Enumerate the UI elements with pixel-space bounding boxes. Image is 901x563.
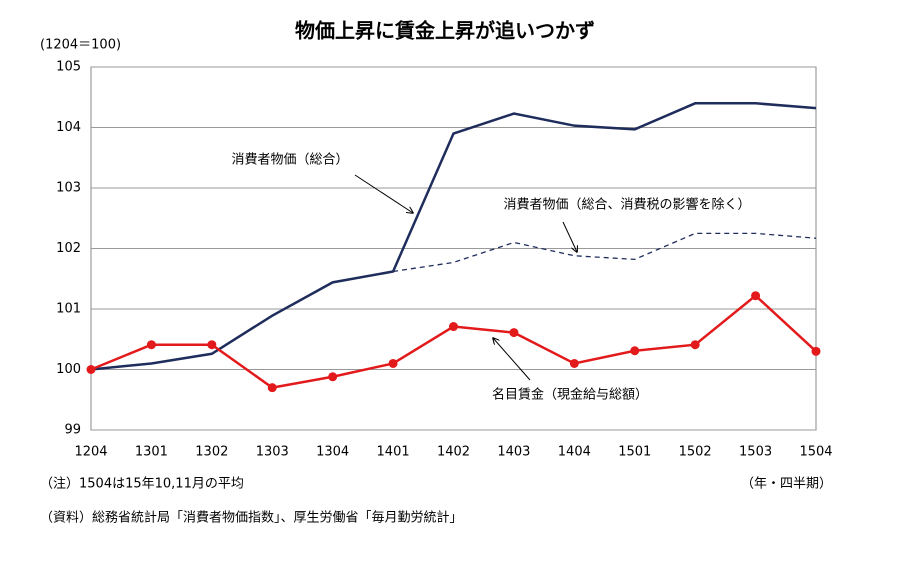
data-line	[392, 232, 817, 273]
y-tick-label: 100	[56, 362, 81, 377]
data-point	[207, 340, 217, 350]
data-point	[811, 346, 821, 356]
x-tick-label: 1501	[618, 445, 651, 460]
x-tick-label: 1504	[799, 445, 832, 460]
data-line	[90, 102, 817, 371]
x-tick-label: 1301	[135, 445, 168, 460]
y-tick-label: 104	[56, 120, 81, 135]
x-tick-label: 1503	[739, 445, 772, 460]
x-tick-label: 1401	[377, 445, 410, 460]
annotation-arrow	[354, 174, 413, 213]
series-label: 消費者物価（総合）	[231, 153, 348, 168]
note: （注）1504は15年10,11月の平均	[40, 477, 244, 492]
annotation-arrow	[562, 221, 577, 252]
data-point	[388, 358, 398, 368]
data-point	[751, 291, 761, 301]
x-tick-label: 1502	[679, 445, 712, 460]
data-point	[630, 346, 640, 356]
series-label: 消費者物価（総合、消費税の影響を除く）	[503, 197, 750, 213]
y-tick-label: 101	[56, 302, 81, 317]
y-tick-label: 99	[64, 423, 81, 438]
data-point	[267, 383, 277, 393]
chart-title: 物価上昇に賃金上昇が追いつかず	[295, 19, 595, 43]
y-tick-label: 105	[56, 60, 81, 75]
y-tick-label: 103	[56, 181, 81, 196]
note: （資料）総務省統計局「消費者物価指数」、厚生労働省「毎月勤労統計」	[40, 510, 463, 526]
x-tick-label: 1302	[195, 445, 228, 460]
x-tick-label: 1403	[497, 445, 530, 460]
x-tick-label: 1304	[316, 445, 349, 460]
annotation-arrow	[493, 338, 531, 381]
data-point	[86, 365, 96, 374]
x-tick-label: 1404	[558, 445, 591, 460]
data-point	[509, 328, 519, 338]
data-point	[328, 372, 338, 382]
series-label: 名目賃金（現金給与総額）	[492, 387, 648, 403]
x-axis-label: （年・四半期）	[741, 477, 832, 492]
data-point	[569, 358, 579, 368]
data-point	[146, 340, 156, 350]
x-tick-label: 1204	[74, 445, 107, 460]
y-tick-label: 102	[56, 241, 81, 256]
x-tick-label: 1303	[256, 445, 289, 460]
data-point	[449, 322, 458, 332]
x-tick-label: 1402	[437, 445, 470, 460]
unit-label: (1204＝100)	[40, 38, 121, 53]
data-point	[690, 340, 700, 350]
